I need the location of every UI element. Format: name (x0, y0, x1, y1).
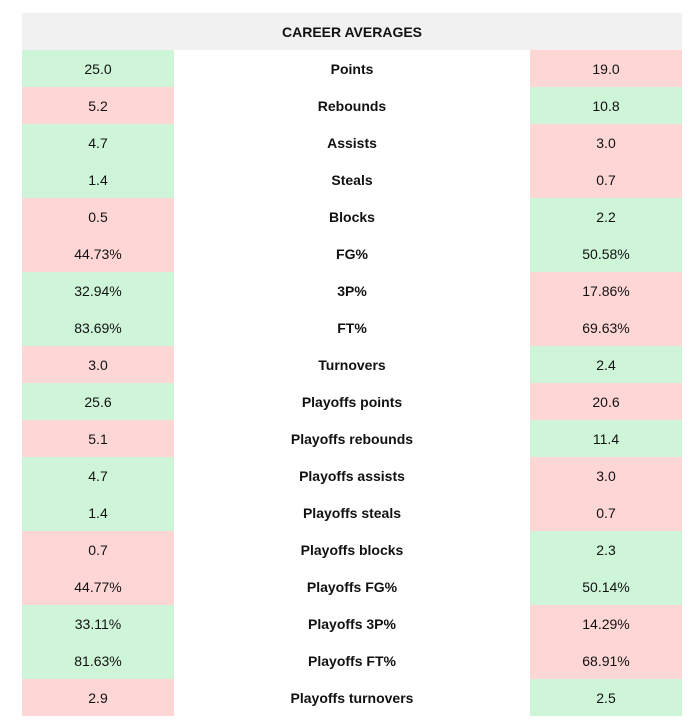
right-value: 14.29% (530, 605, 682, 642)
left-value: 5.1 (22, 420, 174, 457)
stat-label: FG% (336, 245, 368, 262)
left-value: 3.0 (22, 346, 174, 383)
right-value: 11.4 (530, 420, 682, 457)
stat-label: Blocks (329, 208, 375, 225)
right-value: 3.0 (530, 457, 682, 494)
table-row: 2.9 Playoffs turnovers 2.5 (22, 679, 682, 716)
stat-label: Playoffs 3P% (308, 615, 396, 632)
table-row: 0.7 Playoffs blocks 2.3 (22, 531, 682, 568)
left-value: 25.6 (22, 383, 174, 420)
right-value: 20.6 (530, 383, 682, 420)
stat-label: Playoffs steals (302, 504, 402, 521)
right-value: 0.7 (530, 161, 682, 198)
right-value: 0.7 (530, 494, 682, 531)
right-value: 17.86% (530, 272, 682, 309)
stat-label: Playoffs blocks (300, 541, 404, 558)
right-value: 69.63% (530, 309, 682, 346)
right-value: 2.2 (530, 198, 682, 235)
stat-label: Turnovers (318, 356, 386, 373)
table-row: 25.0 Points 19.0 (22, 50, 682, 87)
left-value: 1.4 (22, 161, 174, 198)
table-row: 33.11% Playoffs 3P% 14.29% (22, 605, 682, 642)
right-value: 2.5 (530, 679, 682, 716)
stat-label: FT% (337, 319, 367, 336)
right-value: 50.14% (530, 568, 682, 605)
table-row: 81.63% Playoffs FT% 68.91% (22, 642, 682, 679)
left-value: 81.63% (22, 642, 174, 679)
table-row: 0.5 Blocks 2.2 (22, 198, 682, 235)
left-value: 25.0 (22, 50, 174, 87)
stat-label: Playoffs turnovers (290, 689, 414, 706)
stat-label: Playoffs rebounds (290, 430, 414, 447)
table-row: 1.4 Steals 0.7 (22, 161, 682, 198)
table-row: 32.94% 3P% 17.86% (22, 272, 682, 309)
table-body: 25.0 Points 19.0 5.2 Rebounds 10.8 4.7 Assists 3… (22, 50, 682, 716)
table-row: 1.4 Playoffs steals 0.7 (22, 494, 682, 531)
table-row: 5.2 Rebounds 10.8 (22, 87, 682, 124)
left-value: 4.7 (22, 124, 174, 161)
left-value: 1.4 (22, 494, 174, 531)
stat-label: Steals (331, 171, 373, 188)
left-value: 32.94% (22, 272, 174, 309)
table-row: 3.0 Turnovers 2.4 (22, 346, 682, 383)
left-value: 0.7 (22, 531, 174, 568)
table-row: 83.69% FT% 69.63% (22, 309, 682, 346)
right-value: 68.91% (530, 642, 682, 679)
left-value: 2.9 (22, 679, 174, 716)
table-row: 5.1 Playoffs rebounds 11.4 (22, 420, 682, 457)
table-title: CAREER AVERAGES (22, 13, 682, 50)
right-value: 19.0 (530, 50, 682, 87)
stat-label: Points (330, 60, 374, 77)
table-row: 25.6 Playoffs points 20.6 (22, 383, 682, 420)
right-value: 3.0 (530, 124, 682, 161)
left-value: 33.11% (22, 605, 174, 642)
right-value: 50.58% (530, 235, 682, 272)
stat-label: Playoffs points (301, 393, 403, 410)
stat-label: Assists (327, 134, 377, 151)
right-value: 10.8 (530, 87, 682, 124)
career-averages-table: CAREER AVERAGES 25.0 Points 19.0 5.2 Rebound… (22, 13, 682, 716)
left-value: 83.69% (22, 309, 174, 346)
stat-label: Playoffs FG% (306, 578, 398, 595)
right-value: 2.4 (530, 346, 682, 383)
stat-label: Playoffs FT% (308, 652, 396, 669)
stat-label: Rebounds (317, 97, 387, 114)
left-value: 0.5 (22, 198, 174, 235)
table-row: 4.7 Playoffs assists 3.0 (22, 457, 682, 494)
table-row: 4.7 Assists 3.0 (22, 124, 682, 161)
right-value: 2.3 (530, 531, 682, 568)
table-row: 44.77% Playoffs FG% 50.14% (22, 568, 682, 605)
left-value: 44.73% (22, 235, 174, 272)
table-row: 44.73% FG% 50.58% (22, 235, 682, 272)
stat-label: 3P% (337, 282, 367, 299)
stat-label: Playoffs assists (299, 467, 405, 484)
left-value: 4.7 (22, 457, 174, 494)
left-value: 5.2 (22, 87, 174, 124)
left-value: 44.77% (22, 568, 174, 605)
